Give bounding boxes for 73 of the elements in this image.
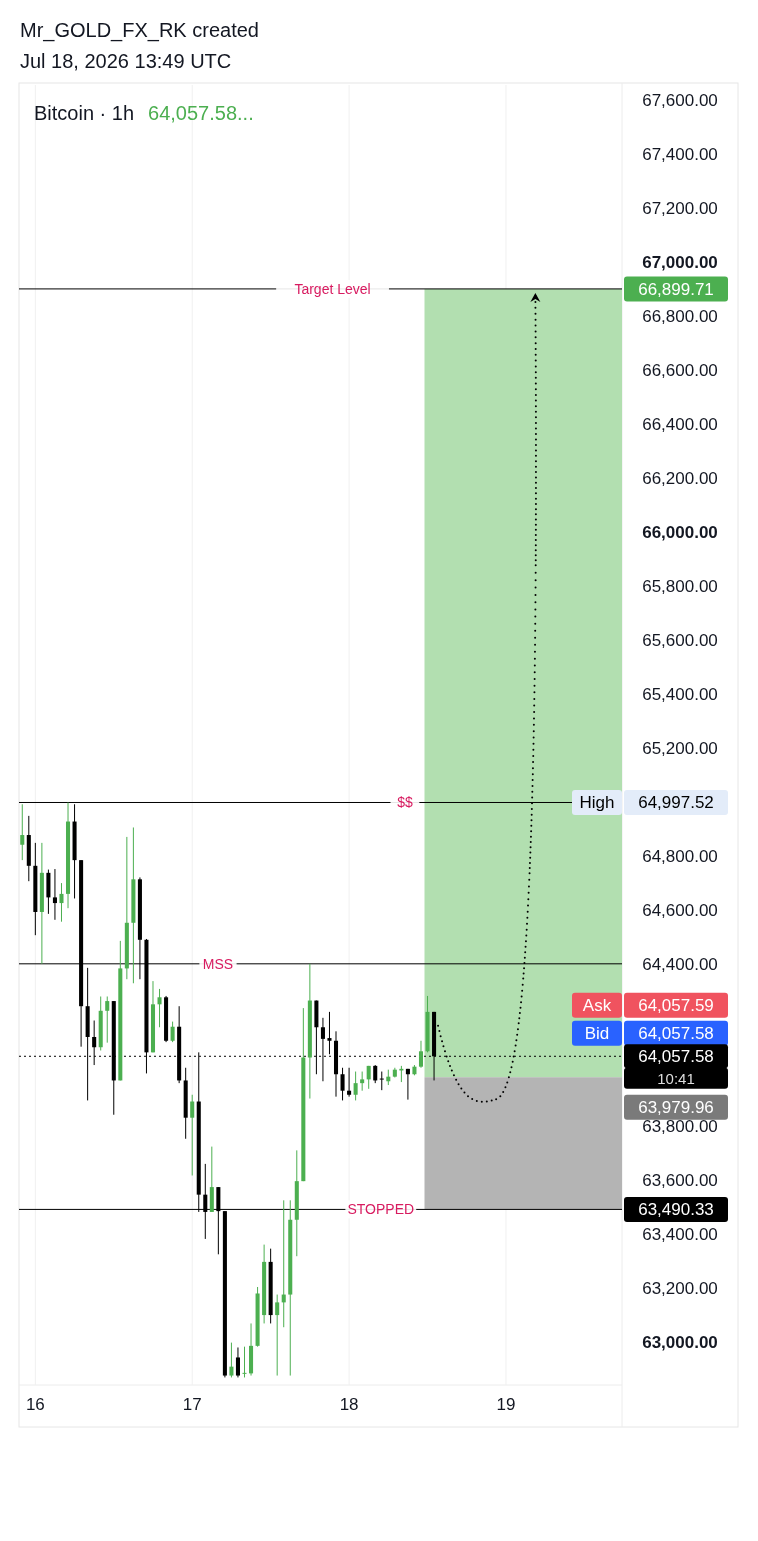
y-tick-label: 63,200.00 (642, 1278, 718, 1298)
candlestick (347, 1067, 352, 1098)
y-tick-label: 65,600.00 (642, 630, 718, 650)
annotation: 64,057.59 (638, 996, 714, 1016)
candlestick (418, 1040, 424, 1069)
annotation: 64,997.52 (638, 793, 714, 813)
price-tag: 64,997.52 (624, 790, 728, 815)
y-tick-label: 64,800.00 (642, 846, 718, 866)
candlestick (275, 1294, 280, 1377)
price-tag: High (572, 790, 622, 815)
price-tag: 66,899.71 (624, 276, 728, 302)
annotation: 10:41 (657, 1070, 695, 1088)
y-tick-label: 66,800.00 (642, 306, 718, 326)
x-tick-label: 17 (182, 1395, 202, 1414)
candlestick (340, 1067, 345, 1101)
y-tick-label: 65,200.00 (642, 738, 718, 758)
candlestick (235, 1346, 240, 1378)
y-tick-label: 65,400.00 (642, 684, 718, 704)
y-tick-label: 64,600.00 (642, 900, 718, 920)
candlestick (157, 988, 162, 1028)
price-tag: 64,057.59 (624, 992, 728, 1018)
text: Bitcoin · 1h (34, 102, 135, 124)
ref-line-label: $$ (397, 794, 413, 811)
y-tick-label: 63,000.00 (642, 1332, 718, 1352)
candlestick (373, 1064, 378, 1084)
candlestick (20, 803, 25, 861)
x-tick-label: 18 (339, 1395, 359, 1414)
candlestick (242, 1346, 247, 1378)
y-tick-label: 67,000.00 (642, 252, 718, 272)
ref-line-label: MSS (202, 955, 234, 972)
x-tick-label: 16 (25, 1395, 45, 1414)
annotation: 63,979.96 (638, 1098, 714, 1118)
y-tick-label: 67,400.00 (642, 144, 718, 164)
candlestick (353, 1071, 358, 1101)
price-tag: 63,490.33 (624, 1196, 728, 1222)
annotation: 66,899.71 (638, 279, 714, 299)
candlestick (229, 1342, 234, 1378)
annotation: 64,057.58 (638, 1047, 714, 1067)
y-tick-label: 64,400.00 (642, 954, 718, 974)
candlestick (360, 1071, 365, 1092)
price-tag: 10:41 (624, 1067, 728, 1089)
text: Mr_GOLD_FX_RK created (20, 19, 259, 42)
price-tag: 63,979.96 (624, 1094, 728, 1120)
y-tick-label: 63,400.00 (642, 1224, 718, 1244)
y-tick-label: 63,600.00 (642, 1170, 718, 1190)
candlestick (59, 882, 64, 923)
annotation: High (579, 793, 615, 813)
text: Jul 18, 2026 13:49 UTC (20, 50, 232, 72)
annotation: 64,057.58... (148, 102, 254, 124)
x-tick-label: 19 (496, 1395, 516, 1414)
candlestick (52, 868, 57, 921)
y-tick-label: 66,600.00 (642, 360, 718, 380)
candlestick (379, 1071, 384, 1091)
y-tick-label: 65,800.00 (642, 576, 718, 596)
candlestick (405, 1068, 410, 1101)
candlestick (170, 1021, 175, 1043)
ref-line-label: STOPPED (347, 1201, 415, 1218)
price-tag: Bid (572, 1020, 622, 1046)
price-tag: Ask (572, 992, 622, 1018)
y-tick-label: 66,200.00 (642, 468, 718, 488)
annotation: Bid (584, 1024, 610, 1044)
annotation: Ask (582, 996, 612, 1016)
y-tick-label: 67,600.00 (642, 90, 718, 110)
ref-line-label: Target Level (294, 280, 371, 297)
candlestick (105, 995, 110, 1044)
candlestick (190, 1094, 195, 1176)
annotation: 63,490.33 (638, 1200, 714, 1220)
y-tick-label: 66,000.00 (642, 522, 718, 542)
candlestick (327, 1011, 332, 1055)
y-tick-label: 67,200.00 (642, 198, 718, 218)
y-tick-label: 66,400.00 (642, 414, 718, 434)
annotation: 64,057.58 (638, 1024, 714, 1044)
price-tag: 64,057.58 (624, 1044, 728, 1069)
